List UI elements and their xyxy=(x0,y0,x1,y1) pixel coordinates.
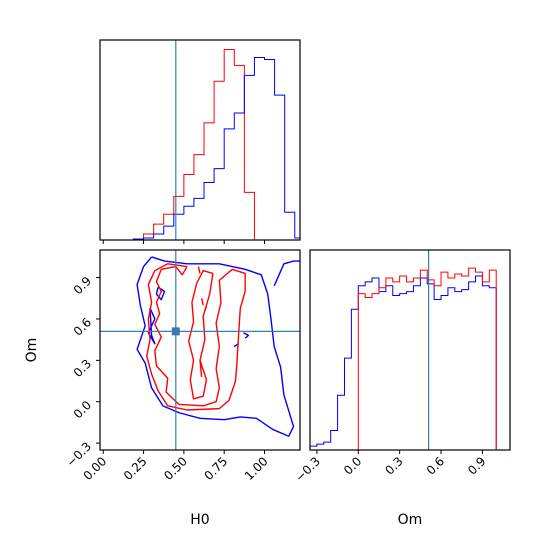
om-hist-blue xyxy=(310,275,504,450)
om-y-tick-label: 0.0 xyxy=(71,398,94,421)
om-y-tick-label: 0.6 xyxy=(71,315,94,338)
contour-red-2 xyxy=(197,266,201,274)
om-y-tick-label: 0.9 xyxy=(71,274,94,297)
h0-hist-blue xyxy=(103,56,300,240)
contour-red-1 xyxy=(188,269,214,400)
contour-blue-0 xyxy=(136,256,295,437)
y-axis-title-om: Om xyxy=(24,338,40,363)
om-hist-frame xyxy=(309,249,511,451)
truth-marker xyxy=(171,327,180,336)
h0-hist-red xyxy=(103,49,300,240)
contour-red-5 xyxy=(199,360,203,377)
contour-blue-4 xyxy=(243,332,250,339)
h0-tick-label: 0.75 xyxy=(202,454,231,483)
x-axis-title-om: Om xyxy=(398,512,423,528)
om-histogram-panel: −0.3 0.0 0.3 0.6 0.9 xyxy=(293,249,511,485)
h0-tick-label: 0.00 xyxy=(81,454,110,483)
contour-blue-1 xyxy=(273,260,300,287)
contour-red-0 xyxy=(146,263,246,411)
om-x-tick-label: 0.9 xyxy=(465,454,488,477)
h0-tick-label: 0.25 xyxy=(121,454,150,483)
h0-hist-frame xyxy=(99,39,301,241)
h0-tick-label: 0.50 xyxy=(161,454,190,483)
h0-histogram-panel xyxy=(99,39,301,244)
om-hist-red xyxy=(310,267,504,450)
om-y-tick-label: 0.3 xyxy=(71,357,94,380)
om-x-tick-label: 0.0 xyxy=(341,454,364,477)
contour-red-3 xyxy=(200,298,204,306)
om-x-tick-label: −0.3 xyxy=(293,454,324,485)
contour-red-4 xyxy=(204,306,208,311)
x-axis-title-h0: H0 xyxy=(190,512,209,528)
h0-tick-label: 1.00 xyxy=(242,454,271,483)
h0-om-contour-panel: 0.00 0.25 0.50 0.75 1.00−0.30.00.30.60.9 xyxy=(64,249,301,483)
om-x-tick-label: 0.6 xyxy=(424,454,447,477)
contour-blue-3 xyxy=(155,286,166,301)
om-x-tick-label: 0.3 xyxy=(382,454,405,477)
joint-frame xyxy=(99,249,301,451)
